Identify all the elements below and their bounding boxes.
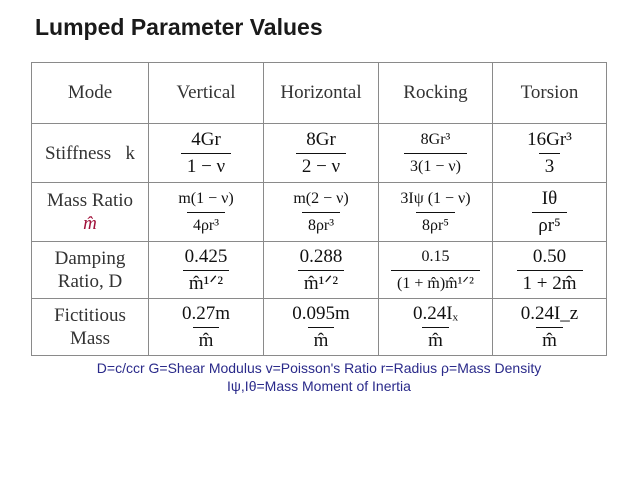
header-mode: Mode [31,62,149,124]
formula-cell: 0.425 m̂¹ᐟ² [148,241,264,299]
numerator: 16Gr³ [527,128,572,150]
numerator: 0.288 [299,245,343,267]
table-row: Fictitious Mass 0.27m m̂ 0.095m m̂ 0.24Iₓ m… [31,298,607,356]
numerator: 3Iψ (1 − ν) [400,189,471,207]
numerator: 8Gr [306,128,336,150]
formula-cell: 8Gr³ 3(1 − ν) [378,123,493,183]
denominator: m̂ [192,326,220,352]
parameter-table: Mode Vertical Horizontal Rocking Torsion… [31,62,607,356]
fraction: 8Gr³ 3(1 − ν) [404,129,467,178]
fraction: 16Gr³ 3 [521,129,578,178]
table-row: Stiffness k 4Gr 1 − ν 8Gr 2 − ν 8Gr³ 3(1 − … [31,123,607,183]
formula-cell: 8Gr 2 − ν [263,123,379,183]
fraction: 0.095m m̂ [286,303,356,352]
numerator: 0.24Iₓ [412,302,459,324]
denominator: m̂ [307,326,335,352]
row-label-text-line2: Ratio, D [57,271,123,292]
denominator: ρr⁵ [532,211,567,237]
denominator: m̂¹ᐟ² [182,269,230,295]
row-label-text-line2: Mass [69,328,111,349]
row-label-stiffness: Stiffness k [31,123,149,183]
header-vertical: Vertical [148,62,264,124]
fraction: 0.24I_z m̂ [515,303,585,352]
table-row: Damping Ratio, D 0.425 m̂¹ᐟ² 0.288 m̂¹ᐟ² 0… [31,241,607,299]
formula-cell: 0.24Iₓ m̂ [378,298,493,356]
denominator: 1 + 2m̂ [516,269,583,295]
denominator: 1 − ν [180,152,232,178]
numerator: 8Gr³ [420,130,451,148]
page-title: Lumped Parameter Values [35,14,323,40]
fraction: 0.27m m̂ [176,303,236,352]
row-label-fictitious-mass: Fictitious Mass [31,298,149,356]
row-label-text: Fictitious [54,305,126,326]
row-label-mass-ratio: Mass Ratio m̂ [31,182,149,242]
formula-cell: Iθ ρr⁵ [492,182,607,242]
formula-cell: m(1 − ν) 4ρr³ [148,182,264,242]
denominator: 8ρr⁵ [416,211,455,237]
row-label-text: Damping [54,248,126,269]
formula-cell: 0.288 m̂¹ᐟ² [263,241,379,299]
legend-note-line2: Iψ,Iθ=Mass Moment of Inertia [227,378,411,394]
formula-cell: m(2 − ν) 8ρr³ [263,182,379,242]
formula-cell: 0.095m m̂ [263,298,379,356]
row-label-text: Stiffness k [45,142,135,164]
fraction: 3Iψ (1 − ν) 8ρr⁵ [394,188,476,237]
formula-cell: 3Iψ (1 − ν) 8ρr⁵ [378,182,493,242]
fraction: 0.50 1 + 2m̂ [516,245,583,295]
denominator: 8ρr³ [301,211,341,237]
legend-note-line1: D=c/ccr G=Shear Modulus v=Poisson's Rati… [96,360,542,376]
numerator: 0.24I_z [520,302,579,324]
denominator: 3 [538,152,561,178]
header-rocking: Rocking [378,62,493,124]
formula-cell: 0.50 1 + 2m̂ [492,241,607,299]
formula-cell: 0.15 (1 + m̂)m̂¹ᐟ² [378,241,493,299]
numerator: m(1 − ν) [178,189,234,207]
denominator: (1 + m̂)m̂¹ᐟ² [391,269,480,295]
numerator: 0.095m [292,302,350,324]
formula-cell: 4Gr 1 − ν [148,123,264,183]
numerator: 0.50 [532,245,567,267]
fraction: m(2 − ν) 8ρr³ [287,188,354,237]
numerator: 0.27m [181,302,231,324]
fraction: Iθ ρr⁵ [532,187,567,237]
table-row: Mass Ratio m̂ m(1 − ν) 4ρr³ m(2 − ν) 8ρr³ … [31,182,607,242]
row-label-text: Mass Ratio [46,190,134,211]
numerator: 0.425 [184,245,228,267]
header-horizontal: Horizontal [263,62,379,124]
fraction: m(1 − ν) 4ρr³ [172,188,239,237]
fraction: 0.24Iₓ m̂ [407,303,464,352]
fraction: 8Gr 2 − ν [295,128,347,178]
header-torsion: Torsion [492,62,607,124]
fraction: 0.425 m̂¹ᐟ² [179,246,234,295]
row-label-damping: Damping Ratio, D [31,241,149,299]
formula-cell: 0.24I_z m̂ [492,298,607,356]
table-header-row: Mode Vertical Horizontal Rocking Torsion [31,62,607,124]
formula-cell: 16Gr³ 3 [492,123,607,183]
numerator: Iθ [541,187,558,209]
fraction: 0.15 (1 + m̂)m̂¹ᐟ² [391,246,480,295]
numerator: 4Gr [191,128,221,150]
denominator: m̂ [536,326,563,352]
denominator: 4ρr³ [186,211,226,237]
formula-cell: 0.27m m̂ [148,298,264,356]
fraction: 4Gr 1 − ν [180,128,232,178]
fraction: 0.288 m̂¹ᐟ² [294,246,349,295]
numerator: 0.15 [421,247,450,265]
denominator: m̂¹ᐟ² [297,269,345,295]
denominator: m̂ [422,326,449,352]
numerator: m(2 − ν) [293,189,349,207]
denominator: 2 − ν [295,152,347,178]
row-label-symbol: m̂ [83,213,97,234]
denominator: 3(1 − ν) [404,152,467,178]
